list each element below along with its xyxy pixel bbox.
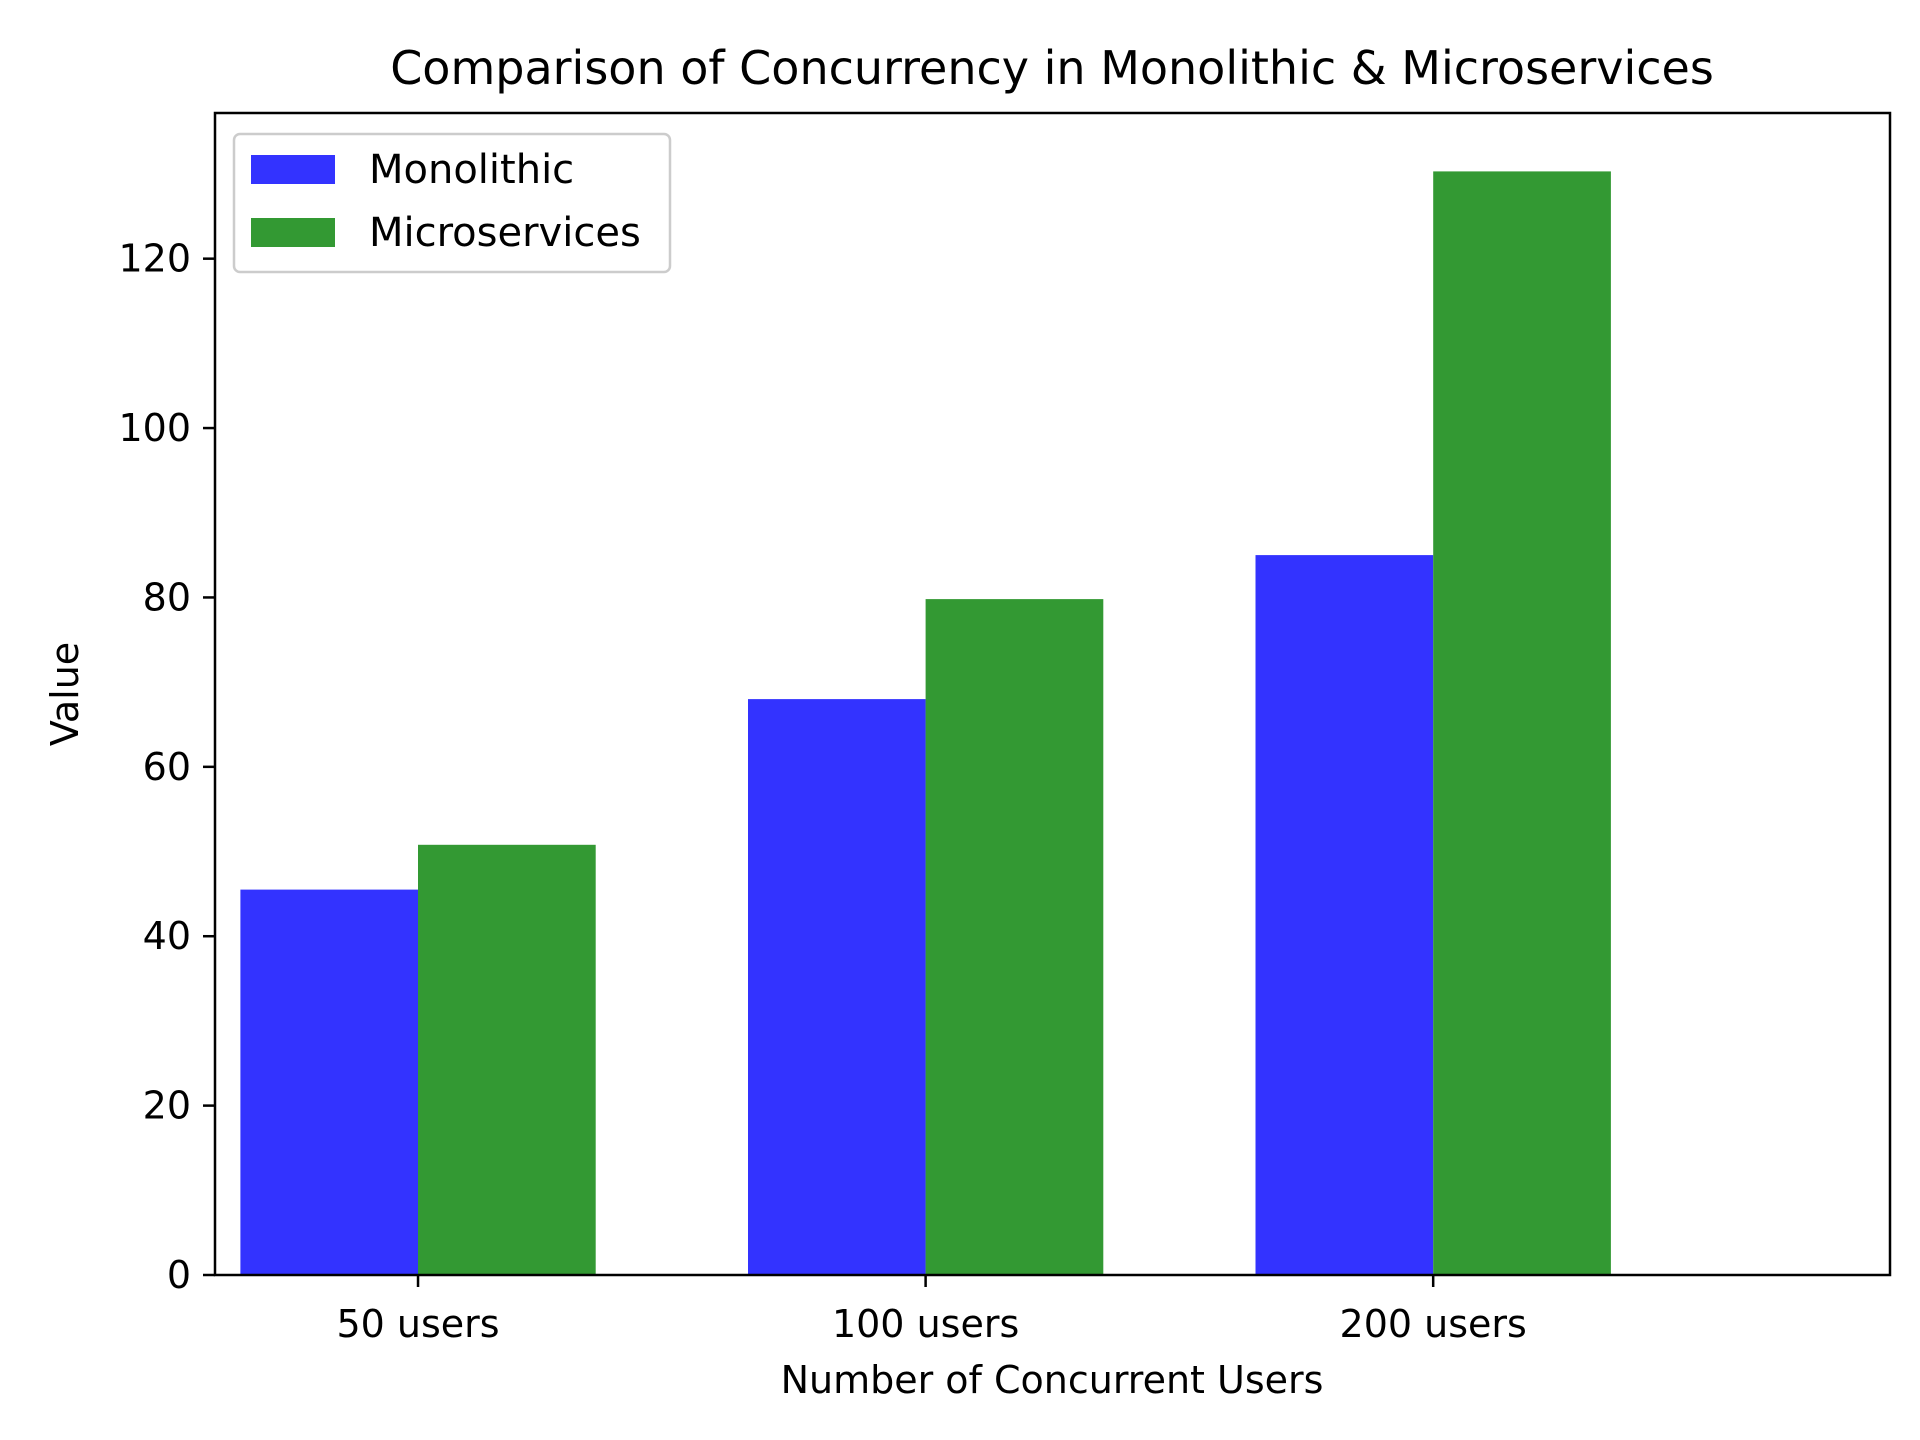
bar-microservices-200-users [1433,171,1611,1275]
bar-microservices-50-users [418,844,596,1275]
bar-monolithic-100-users [748,699,926,1275]
y-axis-ticks: 0 20 40 60 80 100 120 [118,237,215,1297]
chart-title: Comparison of Concurrency in Monolithic … [390,41,1714,95]
legend-swatch-microservices [251,218,335,247]
y-tick-label: 0 [167,1253,191,1297]
legend-label-monolithic: Monolithic [369,147,574,193]
bar-monolithic-200-users [1255,555,1434,1275]
x-axis-label: Number of Concurrent Users [781,1358,1324,1402]
y-tick-label: 20 [143,1084,191,1128]
legend-box [232,132,672,274]
bars-layer [240,171,1611,1275]
y-tick-label: 40 [143,914,191,958]
y-tick-label: 100 [118,406,191,450]
legend: Monolithic Microservices [232,132,672,274]
x-tick-label: 200 users [1340,1302,1527,1346]
x-tick-label: 50 users [336,1302,499,1346]
y-tick-label: 60 [143,745,191,789]
x-tick-label: 100 users [832,1302,1019,1346]
legend-swatch-monolithic [251,155,335,184]
y-tick-label: 120 [118,237,191,281]
y-axis-label: Value [43,642,87,746]
y-tick-label: 80 [143,575,191,619]
bar-monolithic-50-users [240,889,419,1275]
bar-microservices-100-users [925,599,1104,1275]
legend-label-microservices: Microservices [369,210,641,256]
x-axis-ticks: 50 users 100 users 200 users [336,1275,1527,1346]
plot-frame [213,111,1892,1277]
